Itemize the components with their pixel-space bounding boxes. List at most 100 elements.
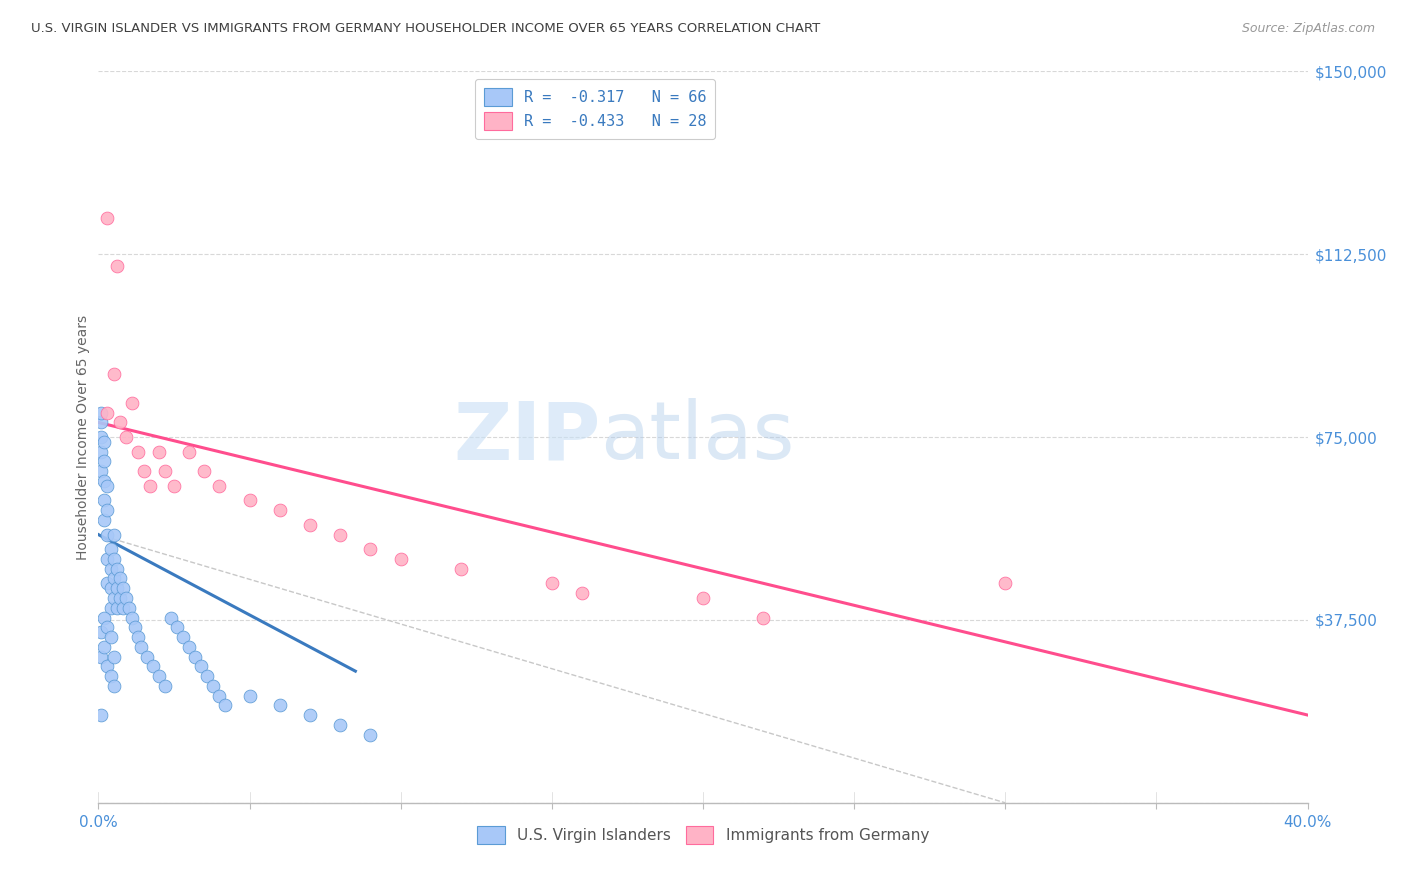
Point xyxy=(118,600,141,615)
Point xyxy=(103,367,125,381)
Point xyxy=(132,464,155,478)
Point xyxy=(127,630,149,644)
Point xyxy=(121,396,143,410)
Point xyxy=(105,581,128,595)
Point xyxy=(129,640,152,654)
Point xyxy=(96,211,118,225)
Point xyxy=(93,610,115,624)
Point xyxy=(93,454,115,468)
Point xyxy=(90,444,112,458)
Point xyxy=(166,620,188,634)
Point xyxy=(96,659,118,673)
Point xyxy=(153,464,176,478)
Point xyxy=(190,659,212,673)
Point xyxy=(269,503,291,517)
Text: ZIP: ZIP xyxy=(453,398,600,476)
Point xyxy=(195,669,218,683)
Point xyxy=(103,572,125,586)
Point xyxy=(103,591,125,605)
Point xyxy=(208,479,231,493)
Point xyxy=(90,416,112,430)
Point xyxy=(90,430,112,444)
Point xyxy=(752,610,775,624)
Point xyxy=(96,620,118,634)
Point xyxy=(100,542,122,557)
Point xyxy=(90,708,112,723)
Point xyxy=(108,572,131,586)
Point xyxy=(100,669,122,683)
Point xyxy=(540,576,562,591)
Y-axis label: Householder Income Over 65 years: Householder Income Over 65 years xyxy=(76,315,90,559)
Point xyxy=(103,649,125,664)
Point xyxy=(239,493,262,508)
Point xyxy=(100,581,122,595)
Legend: U.S. Virgin Islanders, Immigrants from Germany: U.S. Virgin Islanders, Immigrants from G… xyxy=(471,820,935,850)
Point xyxy=(994,576,1017,591)
Point xyxy=(93,474,115,488)
Text: Source: ZipAtlas.com: Source: ZipAtlas.com xyxy=(1241,22,1375,36)
Point xyxy=(692,591,714,605)
Point xyxy=(193,464,215,478)
Point xyxy=(153,679,176,693)
Point xyxy=(96,576,118,591)
Point xyxy=(124,620,146,634)
Point xyxy=(163,479,186,493)
Point xyxy=(111,581,134,595)
Point xyxy=(111,600,134,615)
Point xyxy=(360,727,382,741)
Point xyxy=(93,493,115,508)
Point xyxy=(148,444,170,458)
Point xyxy=(105,600,128,615)
Point xyxy=(172,630,194,644)
Point xyxy=(571,586,593,600)
Point xyxy=(360,542,382,557)
Point xyxy=(103,527,125,541)
Point xyxy=(299,708,322,723)
Point xyxy=(90,406,112,420)
Point xyxy=(105,260,128,274)
Point xyxy=(179,444,201,458)
Point xyxy=(100,600,122,615)
Point xyxy=(90,625,112,640)
Point xyxy=(208,689,231,703)
Point xyxy=(103,679,125,693)
Point xyxy=(299,517,322,532)
Point xyxy=(96,527,118,541)
Point xyxy=(105,562,128,576)
Point xyxy=(179,640,201,654)
Point xyxy=(121,610,143,624)
Point xyxy=(329,718,352,732)
Point xyxy=(114,591,136,605)
Point xyxy=(108,591,131,605)
Point xyxy=(90,649,112,664)
Point xyxy=(93,640,115,654)
Text: U.S. VIRGIN ISLANDER VS IMMIGRANTS FROM GERMANY HOUSEHOLDER INCOME OVER 65 YEARS: U.S. VIRGIN ISLANDER VS IMMIGRANTS FROM … xyxy=(31,22,820,36)
Point xyxy=(269,698,291,713)
Point xyxy=(202,679,225,693)
Point xyxy=(389,552,412,566)
Point xyxy=(329,527,352,541)
Point xyxy=(184,649,207,664)
Text: atlas: atlas xyxy=(600,398,794,476)
Point xyxy=(160,610,183,624)
Point xyxy=(214,698,236,713)
Point xyxy=(96,406,118,420)
Point xyxy=(239,689,262,703)
Point xyxy=(148,669,170,683)
Point xyxy=(108,416,131,430)
Point xyxy=(100,630,122,644)
Point xyxy=(142,659,165,673)
Point xyxy=(96,503,118,517)
Point xyxy=(96,479,118,493)
Point xyxy=(96,552,118,566)
Point xyxy=(135,649,157,664)
Point xyxy=(90,464,112,478)
Point xyxy=(114,430,136,444)
Point xyxy=(93,513,115,527)
Point xyxy=(93,434,115,449)
Point xyxy=(139,479,162,493)
Point xyxy=(100,562,122,576)
Point xyxy=(450,562,472,576)
Point xyxy=(103,552,125,566)
Point xyxy=(127,444,149,458)
